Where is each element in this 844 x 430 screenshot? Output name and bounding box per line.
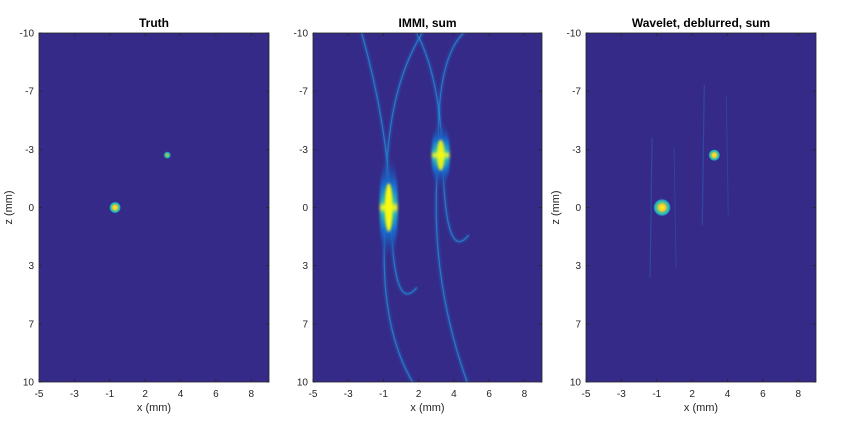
y-tick-label: 10 (23, 378, 35, 389)
source-peak (653, 198, 672, 217)
source-peak (163, 151, 172, 160)
x-axis-label: x (mm) (684, 402, 718, 414)
artifact-line (725, 95, 729, 216)
artifact-line (649, 137, 653, 278)
y-axis-label: z (mm) (550, 190, 562, 224)
y-tick-label: 0 (575, 203, 581, 214)
source-peak (708, 149, 721, 162)
plot-background (313, 33, 542, 382)
x-tick-label: 6 (486, 389, 492, 400)
x-tick-label: 4 (725, 389, 731, 400)
y-tick-label: 3 (28, 261, 34, 272)
plot-content (360, 33, 470, 382)
x-tick-label: -3 (344, 389, 353, 400)
x-tick-label: 8 (249, 389, 255, 400)
source-peak (109, 201, 122, 214)
plot-content (649, 85, 729, 278)
y-tick-label: -3 (25, 145, 34, 156)
source-peak (436, 139, 445, 171)
panel-wavelet-deblurred-sum: -5 -3 -1 2 4 6 8 -10 -7 -3 0 3 7 10 Wavelet, deblurred… (550, 16, 817, 414)
x-tick-label: -1 (105, 389, 114, 400)
y-axis-label: z (mm) (3, 190, 15, 224)
x-tick-label: 4 (451, 389, 457, 400)
panel-title: Wavelet, deblurred, sum (632, 16, 770, 30)
y-tick-label: 10 (297, 378, 309, 389)
x-tick-label: 2 (689, 389, 695, 400)
y-tick-label: 10 (570, 378, 582, 389)
y-tick-label: -10 (20, 29, 35, 40)
x-tick-label: 6 (213, 389, 219, 400)
source-peak (384, 183, 393, 232)
y-tick-label: -3 (572, 145, 581, 156)
x-tick-label: -1 (652, 389, 661, 400)
x-tick-label: 8 (796, 389, 802, 400)
x-tick-label: -5 (582, 389, 591, 400)
y-tick-label: -7 (299, 87, 308, 98)
y-tick-label: 7 (28, 319, 34, 330)
x-tick-label: -5 (309, 389, 318, 400)
x-tick-label: -3 (617, 389, 626, 400)
panel-title: Truth (139, 16, 169, 30)
x-axis-label: x (mm) (410, 402, 444, 414)
y-tick-label: 0 (28, 203, 34, 214)
x-tick-label: -5 (35, 389, 44, 400)
y-tick-label: -10 (567, 29, 582, 40)
x-axis-label: x (mm) (137, 402, 171, 414)
y-tick-label: 0 (302, 203, 308, 214)
panel-immi-sum: -5 -3 -1 2 4 6 8 -10 -7 -3 0 3 7 10 IMMI, sum x (mm) (294, 16, 543, 414)
x-tick-label: 2 (416, 389, 422, 400)
y-tick-label: 3 (302, 261, 308, 272)
plot-background (586, 33, 816, 382)
panel-truth: -5 -3 -1 2 4 6 8 -10 -7 -3 0 3 7 10 Truth x (mm) z (mm) (3, 16, 270, 414)
x-tick-label: -1 (379, 389, 388, 400)
y-tick-label: -3 (299, 145, 308, 156)
y-tick-label: 7 (575, 319, 581, 330)
y-tick-label: -10 (294, 29, 309, 40)
y-tick-label: -7 (572, 87, 581, 98)
plot-background (39, 33, 269, 382)
y-tick-label: 7 (302, 319, 308, 330)
panel-title: IMMI, sum (398, 16, 456, 30)
x-tick-label: 2 (142, 389, 148, 400)
x-tick-label: 6 (760, 389, 766, 400)
x-tick-label: 8 (522, 389, 528, 400)
artifact-line (701, 85, 705, 226)
artifact-line (673, 147, 677, 268)
x-tick-label: -3 (70, 389, 79, 400)
x-tick-label: 4 (178, 389, 184, 400)
plot-content (109, 151, 172, 214)
y-tick-label: -7 (25, 87, 34, 98)
y-tick-label: 3 (575, 261, 581, 272)
